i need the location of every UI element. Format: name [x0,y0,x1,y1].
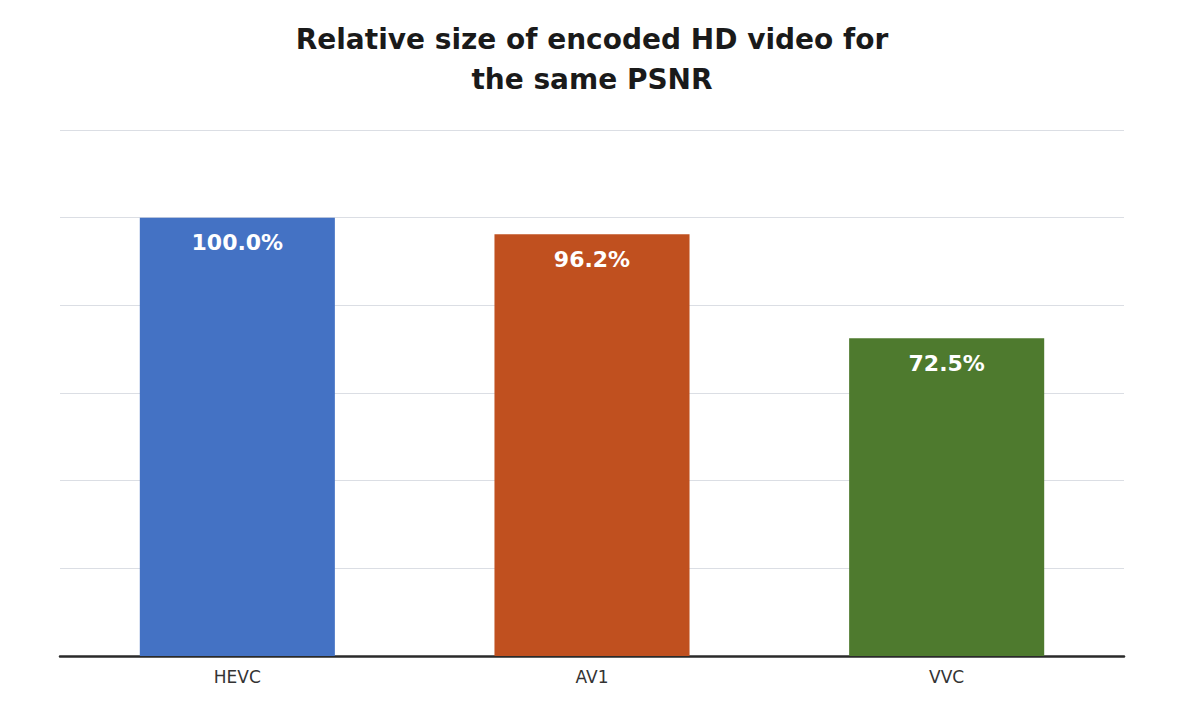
svg-text:AV1: AV1 [576,667,609,687]
svg-text:Relative size of encoded HD vi: Relative size of encoded HD video for [296,23,889,56]
svg-text:96.2%: 96.2% [554,247,630,272]
svg-text:the same PSNR: the same PSNR [471,63,712,96]
svg-text:HEVC: HEVC [214,667,261,687]
svg-text:100.0%: 100.0% [192,230,284,255]
svg-text:72.5%: 72.5% [909,351,985,376]
svg-text:VVC: VVC [929,667,964,687]
